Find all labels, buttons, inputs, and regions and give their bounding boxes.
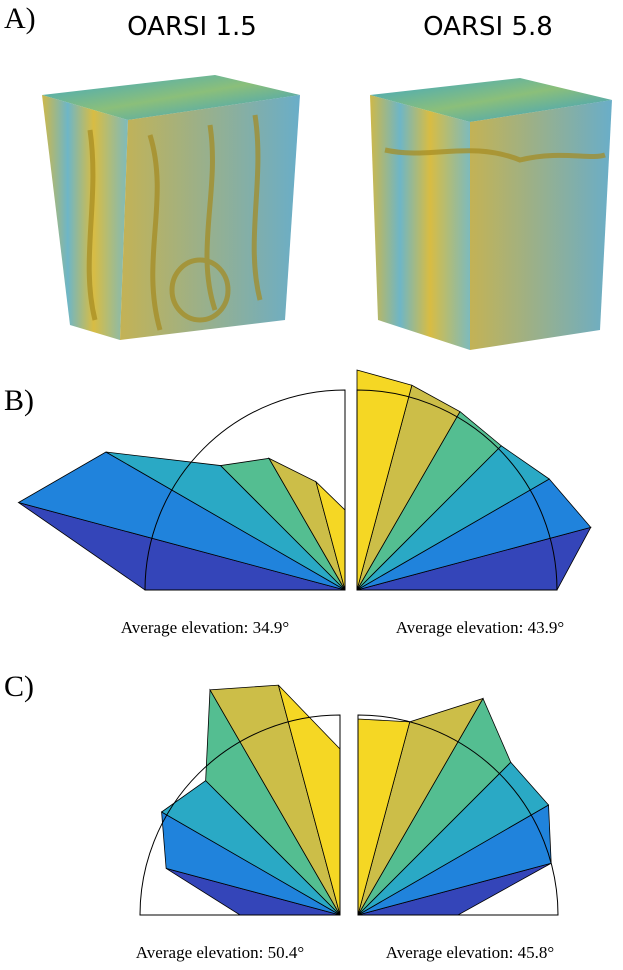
bone-volume-right	[370, 78, 612, 350]
image-title: OARSI 1.5	[127, 12, 257, 42]
caption: Average elevation: 43.9°	[396, 618, 564, 637]
caption: Average elevation: 34.9°	[121, 618, 289, 637]
image-title: OARSI 5.8	[423, 12, 553, 42]
panel-label: B)	[4, 384, 34, 417]
bone-volume-left	[42, 75, 300, 340]
caption: Average elevation: 45.8°	[386, 943, 554, 962]
caption: Average elevation: 50.4°	[136, 943, 304, 962]
quarter-circle-frame	[357, 714, 559, 916]
panel-label: C)	[4, 670, 34, 703]
panel-label: A)	[4, 2, 36, 35]
quarter-circle-frame	[139, 714, 341, 916]
quarter-circle-frame	[144, 389, 346, 591]
quarter-circle-frame	[356, 389, 558, 591]
